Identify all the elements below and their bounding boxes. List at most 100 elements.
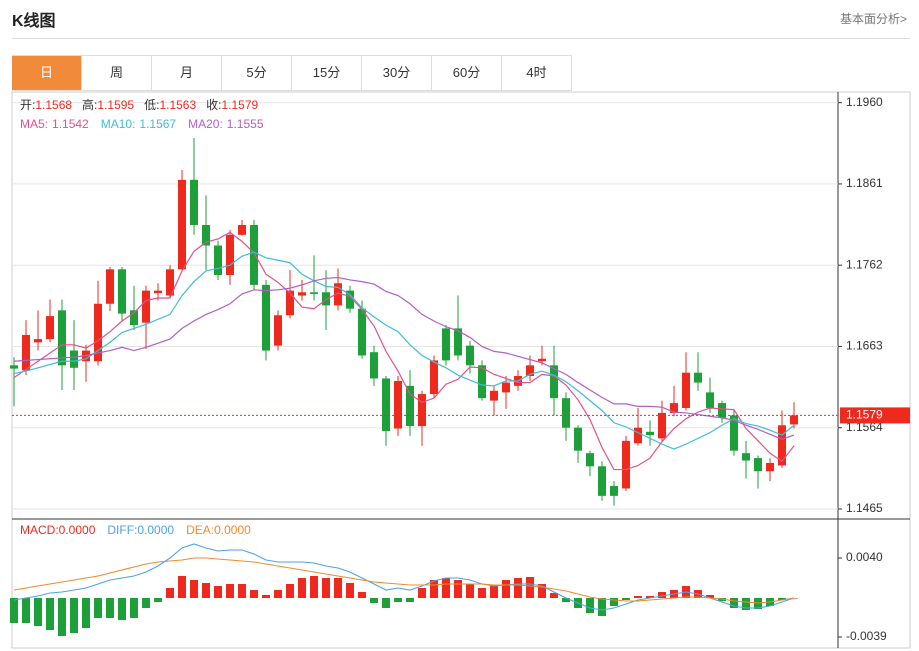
tab[interactable]: 周	[82, 56, 152, 90]
candle-body	[790, 415, 798, 425]
last-price-box	[840, 407, 910, 424]
tab[interactable]: 5分	[222, 56, 292, 90]
candle-body	[370, 352, 378, 379]
macd-bar	[394, 598, 402, 602]
candle-body	[346, 290, 354, 309]
macd-bar	[586, 598, 594, 613]
tab[interactable]: 15分	[292, 56, 362, 90]
macd-bar	[658, 592, 666, 598]
macd-bar	[370, 598, 378, 603]
candle-body	[418, 394, 426, 427]
candle-body	[286, 290, 294, 316]
tab[interactable]: 4时	[502, 56, 572, 90]
candle-body	[574, 427, 582, 451]
macd-bar	[106, 598, 114, 618]
ma-line	[13, 251, 795, 450]
macd-bar	[442, 578, 450, 598]
macd-bar	[778, 598, 786, 600]
candle-body	[118, 269, 126, 314]
macd-bar	[154, 598, 162, 602]
macd-bar	[238, 584, 246, 598]
legend-value: 1.1542	[52, 117, 89, 131]
macd-bar	[358, 592, 366, 598]
candle-body	[358, 308, 366, 356]
candle-body	[694, 372, 702, 383]
candle-body	[334, 283, 342, 306]
y-tick-label: 0.0040	[846, 550, 883, 564]
candle-body	[634, 427, 642, 444]
macd-bar	[538, 584, 546, 598]
legend-name: MACD:	[20, 523, 59, 537]
macd-legend: MACD:0.0000 DIFF:0.0000 DEA:0.0000	[20, 523, 251, 537]
macd-bar	[634, 596, 642, 598]
ohlc-name: 低:	[144, 98, 159, 112]
macd-bar	[526, 577, 534, 598]
candle-body	[550, 365, 558, 399]
macd-bar	[598, 598, 606, 616]
candle-body	[430, 360, 438, 395]
candle-body	[22, 334, 30, 371]
candle-body	[766, 463, 774, 472]
macd-bar	[478, 588, 486, 598]
macd-bar	[406, 598, 414, 602]
candle-body	[490, 390, 498, 401]
macd-bar	[70, 598, 78, 633]
candle-body	[658, 412, 666, 439]
candle-body	[598, 466, 606, 496]
legend-value: 1.1567	[139, 117, 176, 131]
candle-body	[94, 303, 102, 362]
candle-body	[466, 345, 474, 366]
candle-body	[226, 234, 234, 276]
candle-body	[202, 224, 210, 246]
macd-bar	[34, 598, 42, 626]
candle-body	[70, 350, 78, 368]
candle-body	[106, 269, 114, 304]
candle-body	[442, 328, 450, 361]
legend-name: MA5:	[20, 117, 48, 131]
candle-body	[34, 339, 42, 343]
macd-line	[13, 557, 795, 604]
candle-body	[166, 269, 174, 296]
page-title: K线图	[12, 13, 56, 30]
candle-body	[454, 328, 462, 356]
macd-bar	[454, 580, 462, 598]
candle-body	[778, 425, 786, 466]
macd-bar	[610, 598, 618, 606]
candle-body	[706, 392, 714, 409]
chart-frame	[11, 91, 911, 649]
macd-bar	[490, 586, 498, 598]
macd-bar	[274, 590, 282, 598]
y-tick-label: 1.1762	[846, 257, 883, 271]
candle-body	[178, 179, 186, 270]
candle-body	[58, 310, 66, 366]
macd-bar	[94, 598, 102, 618]
y-tick-label: 1.1465	[846, 501, 883, 515]
candle-body	[646, 431, 654, 436]
candle-body	[310, 292, 318, 294]
legend-value: 0.0000	[214, 523, 251, 537]
tab[interactable]: 30分	[362, 56, 432, 90]
macd-bar	[46, 598, 54, 630]
macd-line	[13, 543, 795, 611]
legend-name: DIFF:	[107, 523, 137, 537]
candle-body	[610, 485, 618, 496]
macd-bar	[730, 598, 738, 608]
analysis-link[interactable]: 基本面分析>	[839, 12, 907, 26]
candle-body	[274, 315, 282, 346]
candle-body	[586, 453, 594, 467]
ma-line	[13, 276, 795, 440]
candle-body	[682, 372, 690, 409]
macd-bar	[226, 584, 234, 598]
candle-body	[214, 245, 222, 276]
y-tick-label: 1.1663	[846, 339, 883, 353]
candle-body	[754, 458, 762, 472]
macd-bar	[202, 583, 210, 598]
tab[interactable]: 月	[152, 56, 222, 90]
tab[interactable]: 日	[12, 56, 82, 90]
legend-name: DEA:	[186, 523, 214, 537]
tab[interactable]: 60分	[432, 56, 502, 90]
candle-body	[478, 365, 486, 399]
macd-bar	[430, 580, 438, 598]
